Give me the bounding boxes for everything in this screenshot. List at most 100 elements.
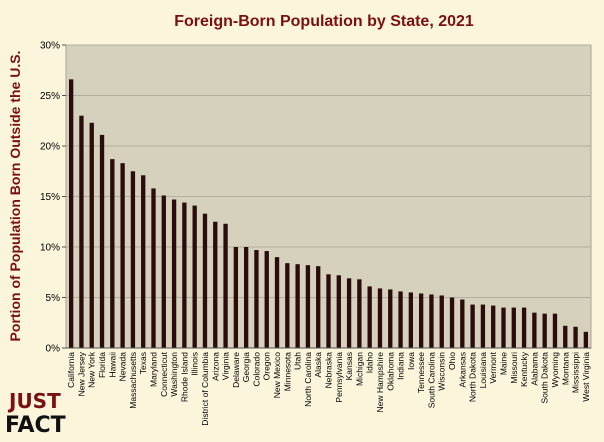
x-category-label: North Dakota [468, 352, 478, 402]
y-axis-label: Portion of Population Born Outside the U… [7, 51, 23, 342]
x-category-label: Maryland [149, 352, 159, 387]
x-category-label: Florida [97, 352, 107, 378]
bar [501, 307, 506, 348]
chart-title: Foreign-Born Population by State, 2021 [174, 13, 474, 30]
y-tick-label: 25% [40, 91, 60, 102]
x-category-label: Oregon [262, 352, 272, 381]
bar [254, 250, 259, 348]
x-category-label: Arizona [210, 352, 220, 381]
bar [439, 295, 444, 348]
bar [377, 288, 383, 348]
bar [295, 264, 300, 348]
x-category-label: Colorado [251, 352, 261, 387]
bar [408, 292, 414, 348]
bar [110, 159, 115, 348]
x-category-label: Mississippi [571, 352, 581, 393]
logo-line-2: FACTS. [5, 413, 67, 438]
bar [264, 251, 269, 348]
x-category-label: Maine [499, 352, 509, 375]
just-facts-logo: JUST FACTS. [5, 390, 67, 438]
x-category-label: California [66, 352, 76, 388]
bar [120, 163, 125, 348]
x-category-label: Hawaii [107, 352, 117, 378]
bar [583, 331, 589, 348]
bars [68, 79, 589, 349]
x-category-label: Massachusetts [128, 352, 138, 409]
logo-line-1: JUST [7, 390, 61, 413]
bar [213, 221, 218, 348]
bar [511, 307, 516, 348]
x-category-label: Nevada [118, 352, 128, 382]
x-category-label: Nebraska [324, 352, 334, 389]
y-tick-label: 10% [40, 243, 60, 254]
bar [192, 205, 197, 348]
y-tick-label: 20% [40, 142, 60, 153]
bar [573, 326, 578, 348]
bar [367, 286, 372, 348]
x-category-label: Louisiana [478, 352, 488, 389]
bar [202, 213, 208, 348]
bar [243, 247, 249, 348]
x-category-label: Pennsylvania [334, 352, 344, 403]
x-category-label: Minnesota [282, 352, 292, 391]
x-category-label: Kentucky [519, 351, 529, 387]
bar [182, 202, 187, 348]
bar [89, 122, 94, 349]
bar [542, 313, 547, 348]
x-category-label: Texas [138, 352, 148, 374]
x-category-label: Delaware [231, 352, 241, 388]
x-category-label: Virginia [221, 352, 231, 380]
x-category-label: Utah [293, 352, 303, 370]
bar [470, 304, 475, 348]
x-category-label: Vermont [488, 351, 498, 383]
bar [223, 223, 228, 348]
x-category-label: Alaska [313, 352, 323, 378]
x-category-label: Washington [169, 352, 179, 397]
x-category-label: Missouri [509, 352, 519, 384]
x-axis-labels: California New Jersey New York Florida Hawai… [66, 351, 591, 425]
bar [346, 278, 352, 348]
bar [388, 289, 393, 348]
x-category-label: District of Columbia [200, 352, 210, 426]
bar [521, 307, 527, 348]
bar [357, 279, 362, 348]
x-category-label: Arkansas [457, 352, 467, 387]
x-category-label: Rhode Island [179, 352, 189, 402]
x-category-label: Oklahoma [385, 352, 395, 391]
bar [449, 297, 455, 348]
bar [151, 188, 156, 348]
x-category-label: Tennessee [416, 352, 426, 393]
bar [305, 265, 311, 348]
x-category-label: Montana [560, 352, 570, 385]
y-tick-label: 30% [40, 41, 60, 52]
bar [491, 305, 496, 348]
y-tick-label: 5% [46, 293, 61, 304]
bar [171, 199, 177, 348]
bar [79, 115, 84, 348]
bar [141, 175, 146, 348]
bar [552, 313, 558, 348]
bar [336, 275, 341, 348]
x-category-label: South Dakota [540, 352, 550, 404]
bar [161, 195, 166, 348]
bar [532, 312, 537, 348]
x-category-label: South Carolina [426, 352, 436, 409]
bar [130, 171, 136, 348]
bar [418, 293, 424, 348]
bar [274, 257, 280, 348]
x-category-label: Michigan [354, 352, 364, 386]
x-category-label: Indiana [396, 352, 406, 380]
x-category-label: New Hampshire [375, 352, 385, 413]
x-category-label: Wisconsin [437, 352, 447, 391]
x-category-label: Idaho [365, 352, 375, 374]
x-category-label: Illinois [190, 352, 200, 376]
x-category-label: Wyoming [550, 352, 560, 388]
x-category-label: Alabama [529, 352, 539, 386]
x-category-label: Iowa [406, 352, 416, 370]
bar [99, 134, 105, 348]
x-category-label: New Mexico [272, 352, 282, 399]
bar [233, 247, 239, 348]
bar [563, 325, 568, 348]
bar [398, 291, 403, 348]
